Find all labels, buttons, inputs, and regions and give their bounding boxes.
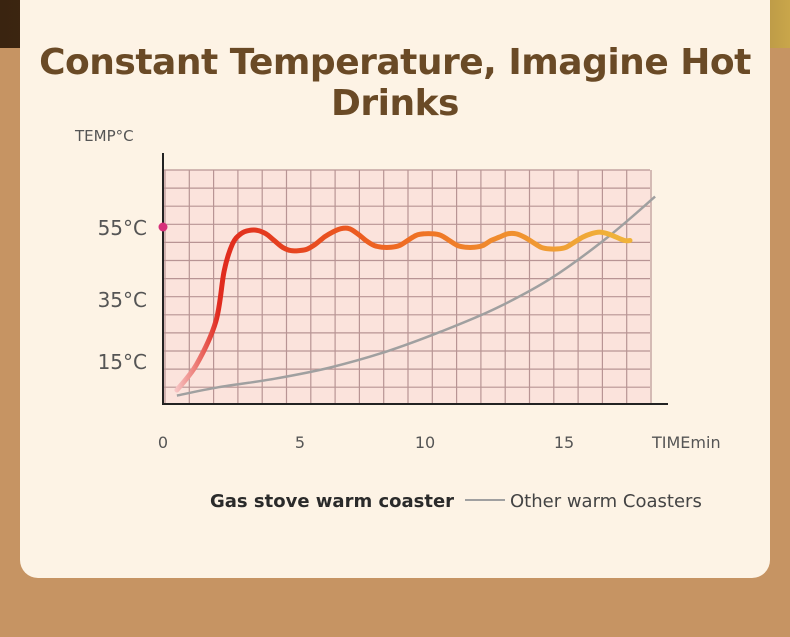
x-axis-label: TIMEmin — [651, 433, 721, 452]
y-tick-label: 15°C — [98, 350, 147, 374]
legend-label-gas-stove: Gas stove warm coaster — [210, 491, 454, 512]
legend-label-other: Other warm Coasters — [510, 491, 702, 512]
highlight-point — [158, 222, 168, 232]
plot-background — [163, 170, 650, 403]
y-axis-label: TEMP°C — [74, 127, 134, 145]
y-ticks: 15°C 35°C 55°C — [98, 216, 147, 374]
x-tick-label: 5 — [295, 433, 305, 452]
x-tick-label: 0 — [158, 433, 168, 452]
series-line-other-warm-coasters — [176, 195, 656, 397]
y-tick-label: 35°C — [98, 288, 147, 312]
grid — [163, 169, 652, 403]
series-line-gas-stove-warm-coaster — [174, 225, 633, 393]
y-tick-label: 55°C — [98, 216, 147, 240]
x-tick-label: 10 — [415, 433, 435, 452]
chart-title: Constant Temperature, Imagine Hot Drinks — [39, 42, 751, 124]
x-ticks: 0 5 10 15 — [158, 433, 574, 452]
x-tick-label: 15 — [554, 433, 574, 452]
